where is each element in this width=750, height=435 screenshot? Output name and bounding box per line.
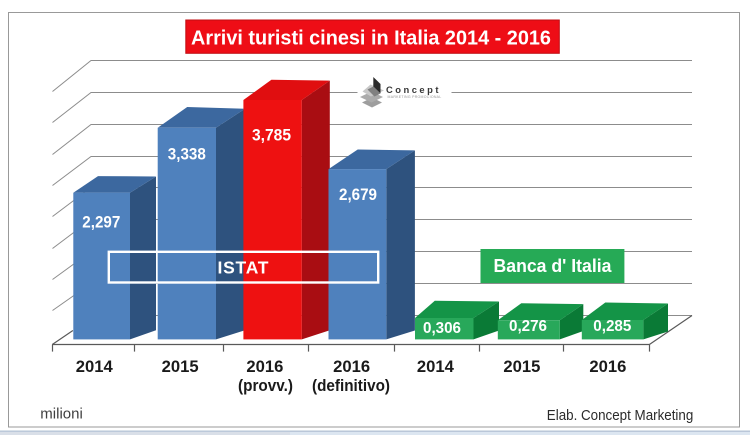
svg-text:3,785: 3,785 xyxy=(252,126,291,145)
svg-text:Concept: Concept xyxy=(386,85,441,95)
svg-text:2016: 2016 xyxy=(333,358,370,376)
svg-text:2,679: 2,679 xyxy=(339,185,377,204)
svg-text:milioni: milioni xyxy=(40,406,83,423)
svg-text:(provv.): (provv.) xyxy=(238,377,293,395)
svg-text:2016: 2016 xyxy=(589,358,626,376)
svg-text:Elab. Concept Marketing: Elab. Concept Marketing xyxy=(547,407,694,424)
svg-text:0,276: 0,276 xyxy=(509,318,547,335)
svg-text:ISTAT: ISTAT xyxy=(218,257,269,277)
svg-text:MARKETING PROMOCIONAL: MARKETING PROMOCIONAL xyxy=(388,95,442,99)
svg-text:Arrivi turisti cinesi in Itali: Arrivi turisti cinesi in Italia 2014 - 2… xyxy=(191,27,551,49)
svg-text:3,338: 3,338 xyxy=(168,145,206,164)
svg-text:2014: 2014 xyxy=(417,358,455,376)
svg-text:2015: 2015 xyxy=(162,358,199,376)
svg-text:2015: 2015 xyxy=(503,358,540,376)
svg-text:2014: 2014 xyxy=(76,358,114,376)
svg-text:(definitivo): (definitivo) xyxy=(312,377,390,395)
svg-text:0,306: 0,306 xyxy=(423,320,461,337)
svg-text:2016: 2016 xyxy=(246,358,283,376)
svg-text:Banca d' Italia: Banca d' Italia xyxy=(494,255,613,276)
svg-text:2,297: 2,297 xyxy=(82,212,120,231)
svg-text:0,285: 0,285 xyxy=(593,318,631,335)
